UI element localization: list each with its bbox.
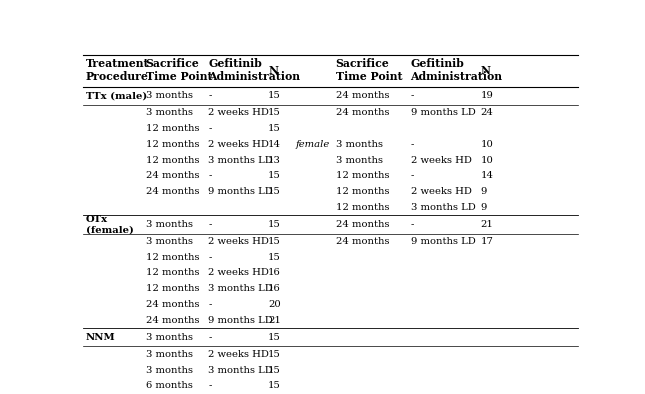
Text: 2 weeks HD: 2 weeks HD: [208, 350, 269, 359]
Text: 3 months LD: 3 months LD: [411, 203, 475, 212]
Text: -: -: [208, 300, 212, 309]
Text: 24 months: 24 months: [335, 108, 389, 117]
Text: 15: 15: [268, 220, 281, 229]
Text: Gefitinib
Administration: Gefitinib Administration: [411, 58, 502, 82]
Text: Treatment
Procedure: Treatment Procedure: [86, 58, 149, 82]
Text: 15: 15: [268, 124, 281, 133]
Text: 24 months: 24 months: [146, 316, 199, 325]
Text: 12 months: 12 months: [146, 156, 199, 165]
Text: 15: 15: [268, 333, 281, 342]
Text: -: -: [411, 171, 414, 180]
Text: 3 months: 3 months: [335, 156, 382, 165]
Text: 2 weeks HD: 2 weeks HD: [411, 156, 471, 165]
Text: 12 months: 12 months: [146, 140, 199, 149]
Text: 3 months: 3 months: [335, 140, 382, 149]
Text: 2 weeks HD: 2 weeks HD: [208, 268, 269, 277]
Text: Gefitinib
Administration: Gefitinib Administration: [208, 58, 300, 82]
Text: 3 months LD: 3 months LD: [208, 156, 273, 165]
Text: 14: 14: [268, 140, 281, 149]
Text: -: -: [411, 91, 414, 100]
Text: 24 months: 24 months: [146, 171, 199, 180]
Text: 12 months: 12 months: [335, 171, 389, 180]
Text: -: -: [411, 140, 414, 149]
Text: 2 weeks HD: 2 weeks HD: [208, 108, 269, 117]
Text: 15: 15: [268, 350, 281, 359]
Text: 20: 20: [268, 300, 281, 309]
Text: -: -: [208, 124, 212, 133]
Text: 24 months: 24 months: [335, 91, 389, 100]
Text: 24 months: 24 months: [146, 187, 199, 196]
Text: 15: 15: [268, 108, 281, 117]
Text: 9 months LD: 9 months LD: [411, 237, 475, 246]
Text: 3 months LD: 3 months LD: [208, 284, 273, 293]
Text: 3 months: 3 months: [146, 366, 193, 375]
Text: 3 months: 3 months: [146, 108, 193, 117]
Text: 10: 10: [481, 140, 493, 149]
Text: 2 weeks HD: 2 weeks HD: [208, 140, 269, 149]
Text: 15: 15: [268, 187, 281, 196]
Text: OTx
(female): OTx (female): [86, 215, 134, 234]
Text: 3 months: 3 months: [146, 220, 193, 229]
Text: Sacrifice
Time Point: Sacrifice Time Point: [146, 58, 212, 82]
Text: -: -: [208, 171, 212, 180]
Text: 24 months: 24 months: [335, 237, 389, 246]
Text: 19: 19: [481, 91, 493, 100]
Text: -: -: [208, 253, 212, 262]
Text: 17: 17: [481, 237, 493, 246]
Text: 12 months: 12 months: [335, 203, 389, 212]
Text: 15: 15: [268, 366, 281, 375]
Text: 12 months: 12 months: [335, 187, 389, 196]
Text: 24 months: 24 months: [335, 220, 389, 229]
Text: 2 weeks HD: 2 weeks HD: [208, 237, 269, 246]
Text: Sacrifice
Time Point: Sacrifice Time Point: [335, 58, 402, 82]
Text: 15: 15: [268, 253, 281, 262]
Text: -: -: [411, 220, 414, 229]
Text: 15: 15: [268, 237, 281, 246]
Text: 13: 13: [268, 156, 281, 165]
Text: 24: 24: [481, 108, 493, 117]
Text: 9: 9: [481, 187, 487, 196]
Text: -: -: [208, 381, 212, 390]
Text: 21: 21: [268, 316, 281, 325]
Text: 15: 15: [268, 171, 281, 180]
Text: 12 months: 12 months: [146, 268, 199, 277]
Text: -: -: [208, 91, 212, 100]
Text: 6 months: 6 months: [146, 381, 192, 390]
Text: 12 months: 12 months: [146, 253, 199, 262]
Text: 3 months: 3 months: [146, 237, 193, 246]
Text: 10: 10: [481, 156, 493, 165]
Text: 12 months: 12 months: [146, 124, 199, 133]
Text: 14: 14: [481, 171, 493, 180]
Text: 9 months LD: 9 months LD: [411, 108, 475, 117]
Text: TTx (male): TTx (male): [86, 91, 147, 100]
Text: 24 months: 24 months: [146, 300, 199, 309]
Text: 9 months LD: 9 months LD: [208, 316, 273, 325]
Text: 3 months: 3 months: [146, 333, 193, 342]
Text: 12 months: 12 months: [146, 284, 199, 293]
Text: 3 months: 3 months: [146, 91, 193, 100]
Text: NNM: NNM: [86, 333, 115, 342]
Text: 3 months: 3 months: [146, 350, 193, 359]
Text: -: -: [208, 333, 212, 342]
Text: 9: 9: [481, 203, 487, 212]
Text: N: N: [481, 65, 491, 76]
Text: 2 weeks HD: 2 weeks HD: [411, 187, 471, 196]
Text: 21: 21: [481, 220, 493, 229]
Text: 15: 15: [268, 381, 281, 390]
Text: -: -: [208, 220, 212, 229]
Text: 9 months LD: 9 months LD: [208, 187, 273, 196]
Text: 15: 15: [268, 91, 281, 100]
Text: female: female: [295, 140, 330, 149]
Text: 16: 16: [268, 268, 281, 277]
Text: 3 months LD: 3 months LD: [208, 366, 273, 375]
Text: 16: 16: [268, 284, 281, 293]
Text: N: N: [268, 65, 278, 76]
